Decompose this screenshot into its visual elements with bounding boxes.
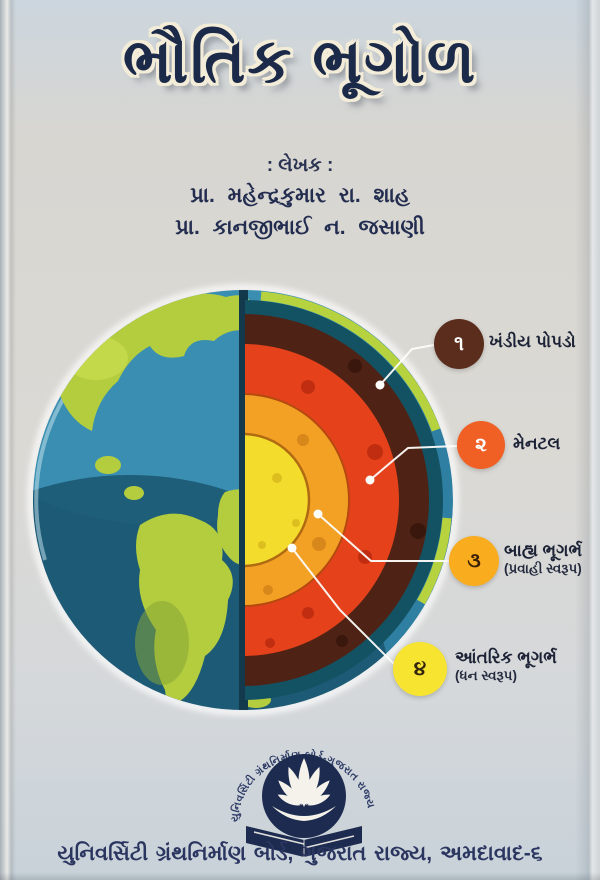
layer-inner-core [245,432,311,568]
legend-circle-3: ૩ [449,536,499,586]
legend-label-3: બાહ્ય ભૂગર્ભ (પ્રવાહી સ્વરૂપ) [504,541,582,577]
legend-circle-4: ૪ [393,642,447,696]
legend-label-3-sub: (પ્રવાહી સ્વરૂપ) [504,561,582,576]
legend-number-3: ૩ [467,549,481,572]
legend-number-4: ૪ [413,657,427,680]
book-title: ભૌતિક ભૂગોળ [122,27,478,96]
legend-label-3-main: બાહ્ય ભૂગર્ભ [504,541,583,560]
leader-lines [291,344,458,665]
legend-label-4: આંતરિક ભૂગર્ભ (ધન સ્વરૂપ) [455,648,557,684]
legend-label-4-main: આંતરિક ભૂગર્ભ [455,648,557,667]
book-right-edge [575,0,600,880]
book-bottom-edge [0,872,600,880]
legend-number-1: ૧ [454,332,464,355]
legend-label-2: મેનટલ [513,434,561,453]
authors-heading: : લેખક : [266,155,334,176]
leader-dots [287,380,385,553]
lotus-icon [272,758,336,821]
book-left-edge [0,0,16,880]
publisher-logo: યુનિવર્સિટી ગ્રંથનિર્માણ બોર્ડ-ગુજરાત રા… [228,747,377,857]
globe [33,290,453,710]
legend-circle-1: ૧ [434,319,484,369]
globe-halo [27,284,459,716]
legend-circle-2: ૨ [457,421,505,469]
layer-mantle [245,344,399,656]
author-name-1: પ્રા. મહેન્દ્રકુમાર રા. શાહ [190,184,410,207]
author-name-2: પ્રા. કાનજીભાઈ ન. જસાણી [175,216,425,239]
legend-label-4-sub: (ધન સ્વરૂપ) [455,668,517,683]
legend-label-1: ખંડીય પોપડો [489,332,576,351]
cut-edge [239,290,248,710]
open-book-icon [246,826,362,857]
legend-number-2: ૨ [475,433,487,456]
publisher-line: યુનિવર્સિટી ગ્રંથનિર્માણ બોર્ડ, ગુજરાત ર… [57,842,543,865]
